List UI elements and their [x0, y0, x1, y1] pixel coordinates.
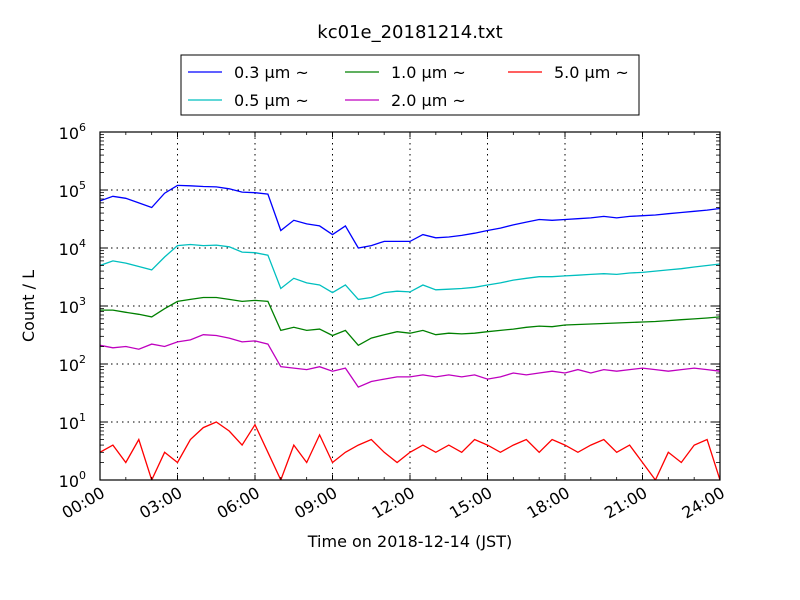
- y-tick-label: 105: [59, 179, 86, 201]
- axis-ticks: [99, 131, 721, 481]
- x-tick-label: 24:00: [679, 483, 728, 523]
- legend-label: 1.0 μm ~: [391, 63, 466, 82]
- chart-title: kc01e_20181214.txt: [317, 22, 502, 43]
- legend-label: 0.5 μm ~: [234, 91, 309, 110]
- x-tick-label: 03:00: [136, 483, 185, 523]
- x-axis-label: Time on 2018-12-14 (JST): [307, 532, 512, 551]
- series-line-1: [100, 243, 720, 301]
- x-tick-label: 09:00: [291, 483, 340, 523]
- x-tick-label: 12:00: [369, 483, 418, 523]
- y-tick-label: 101: [59, 411, 86, 433]
- x-tick-labels: 00:00 03:00 06:00 09:00 12:00 15:00 18:00 21:00…: [59, 483, 728, 523]
- plot-frame: [99, 131, 721, 481]
- legend-frame: [180, 54, 640, 116]
- y-tick-label: 106: [59, 121, 86, 143]
- y-tick-labels: 100 101 102 103 104 105 106: [59, 121, 86, 491]
- series-line-2: [100, 296, 720, 347]
- y-axis-label: Count / L: [19, 270, 38, 342]
- series-line-0: [100, 184, 720, 249]
- x-tick-label: 15:00: [446, 483, 495, 523]
- series-line-4: [100, 421, 720, 480]
- legend: 0.3 μm ~ 0.5 μm ~ 1.0 μm ~ 2.0 μm ~ 5.0 μm ~: [180, 54, 640, 116]
- x-tick-label: 18:00: [524, 483, 573, 523]
- x-tick-label: 06:00: [214, 483, 263, 523]
- y-tick-label: 102: [59, 353, 86, 375]
- legend-label: 0.3 μm ~: [234, 63, 309, 82]
- y-tick-label: 100: [59, 469, 86, 491]
- legend-label: 2.0 μm ~: [391, 91, 466, 110]
- x-tick-label: 21:00: [601, 483, 650, 523]
- legend-label: 5.0 μm ~: [554, 63, 629, 82]
- series-line-3: [100, 334, 720, 388]
- y-tick-label: 104: [59, 237, 86, 259]
- y-tick-label: 103: [59, 295, 86, 317]
- series-lines: [100, 184, 720, 480]
- grid: [100, 132, 720, 480]
